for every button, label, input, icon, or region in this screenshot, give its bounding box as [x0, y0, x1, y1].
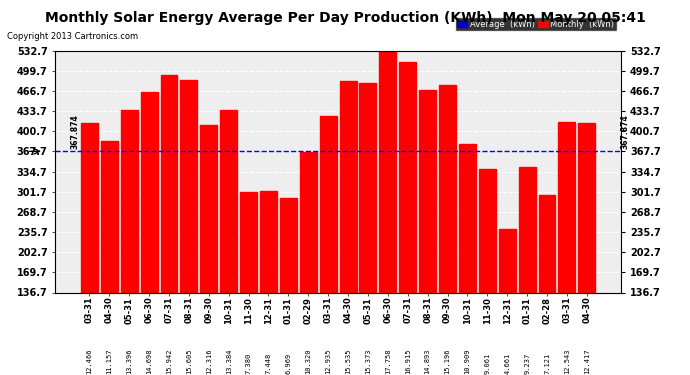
Bar	[339, 81, 357, 375]
Text: 16.915: 16.915	[405, 348, 411, 374]
Text: 15.196: 15.196	[444, 348, 451, 374]
Text: 12.935: 12.935	[325, 348, 331, 374]
Text: 12.466: 12.466	[86, 348, 92, 374]
Text: 13.384: 13.384	[226, 348, 232, 374]
Text: 6.969: 6.969	[286, 352, 291, 374]
Text: 10.320: 10.320	[305, 348, 311, 374]
Bar	[420, 90, 436, 375]
Bar	[558, 122, 575, 375]
Bar	[220, 110, 237, 375]
Bar	[121, 110, 137, 375]
Bar	[359, 83, 377, 375]
Bar	[539, 195, 555, 375]
Bar	[161, 75, 177, 375]
Text: 14.698: 14.698	[146, 348, 152, 374]
Text: 10.909: 10.909	[464, 348, 471, 374]
Text: 15.942: 15.942	[166, 348, 172, 374]
Bar	[499, 229, 515, 375]
Text: Monthly Solar Energy Average Per Day Production (KWh)  Mon May 20 05:41: Monthly Solar Energy Average Per Day Pro…	[45, 11, 645, 25]
Bar	[380, 51, 396, 375]
Text: 12.417: 12.417	[584, 348, 590, 374]
Text: 14.893: 14.893	[424, 348, 431, 374]
Text: 12.316: 12.316	[206, 348, 212, 374]
Bar	[479, 169, 496, 375]
Bar	[299, 152, 317, 375]
Text: 4.661: 4.661	[504, 352, 510, 374]
Text: 13.396: 13.396	[126, 348, 132, 374]
Bar	[200, 125, 217, 375]
Text: 11.157: 11.157	[106, 348, 112, 374]
Text: 9.061: 9.061	[484, 352, 491, 374]
Bar	[439, 86, 456, 375]
Text: 15.535: 15.535	[345, 348, 351, 374]
Text: Copyright 2013 Cartronics.com: Copyright 2013 Cartronics.com	[7, 32, 138, 41]
Bar	[260, 191, 277, 375]
Bar	[141, 92, 157, 375]
Text: 367.874: 367.874	[621, 115, 630, 150]
Text: 15.605: 15.605	[186, 348, 192, 374]
Bar	[240, 192, 257, 375]
Bar	[101, 141, 118, 375]
Bar	[519, 166, 535, 375]
Text: 17.758: 17.758	[385, 348, 391, 374]
Bar	[459, 144, 476, 375]
Text: 7.121: 7.121	[544, 352, 550, 374]
Text: 15.373: 15.373	[365, 348, 371, 374]
Text: 9.237: 9.237	[524, 352, 530, 374]
Bar	[280, 198, 297, 375]
Text: 7.448: 7.448	[266, 352, 271, 374]
Text: 12.543: 12.543	[564, 348, 570, 374]
Bar	[319, 116, 337, 375]
Text: 7.380: 7.380	[246, 352, 252, 374]
Bar	[180, 80, 197, 375]
Bar	[400, 62, 416, 375]
Bar	[578, 123, 595, 375]
Bar	[81, 123, 98, 375]
Legend: Average  (kWh), Monthly  (kWh): Average (kWh), Monthly (kWh)	[455, 17, 617, 31]
Text: 367.874: 367.874	[70, 115, 79, 150]
